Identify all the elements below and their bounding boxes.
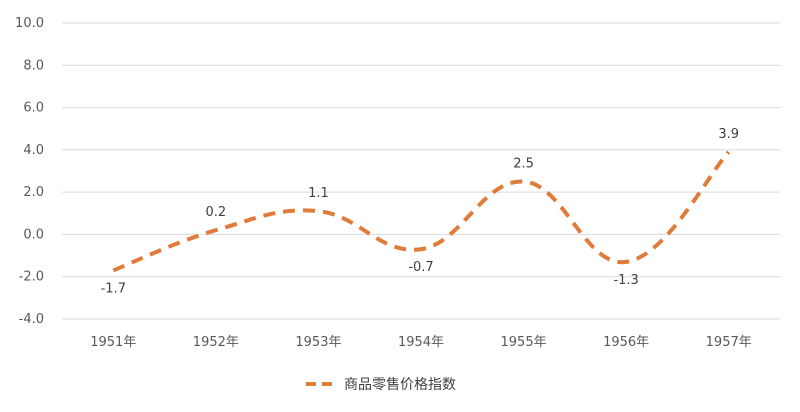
y-tick-label: 4.0: [23, 143, 44, 158]
y-tick-label: 10.0: [15, 16, 44, 31]
y-tick-label: -2.0: [19, 270, 44, 285]
y-tick-label: -4.0: [19, 312, 44, 327]
y-tick-label: 6.0: [23, 101, 44, 116]
series-商品零售价格指数: [112, 150, 731, 273]
data-label: -1.7: [101, 281, 126, 296]
legend: 商品零售价格指数: [306, 377, 456, 393]
x-tick-label: 1951年: [90, 335, 136, 350]
y-tick-label: 2.0: [23, 185, 44, 200]
x-tick-label: 1957年: [706, 335, 752, 350]
data-labels: -1.7 0.2 1.1 -0.7 2.5 -1.3 3.9: [101, 127, 739, 296]
x-tick-label: 1956年: [603, 335, 649, 350]
data-label: 3.9: [718, 127, 739, 142]
x-axis-ticks: 1951年 1952年 1953年 1954年 1955年 1956年 1957年: [90, 335, 752, 350]
x-tick-label: 1952年: [193, 335, 239, 350]
data-label: 1.1: [308, 186, 329, 201]
data-label: -0.7: [408, 260, 433, 275]
data-label: -1.3: [613, 273, 638, 288]
y-tick-label: 8.0: [23, 58, 44, 73]
y-tick-label: 0.0: [23, 227, 44, 242]
series-line: [112, 150, 731, 273]
data-label: 0.2: [206, 205, 227, 220]
y-axis-ticks: -4.0 -2.0 0.0 2.0 4.0 6.0 8.0 10.0: [15, 16, 44, 327]
gridlines: [62, 22, 780, 320]
x-tick-label: 1954年: [398, 335, 444, 350]
data-label: 2.5: [513, 157, 534, 172]
x-tick-label: 1955年: [501, 335, 547, 350]
legend-label: 商品零售价格指数: [344, 377, 456, 393]
x-tick-label: 1953年: [295, 335, 341, 350]
